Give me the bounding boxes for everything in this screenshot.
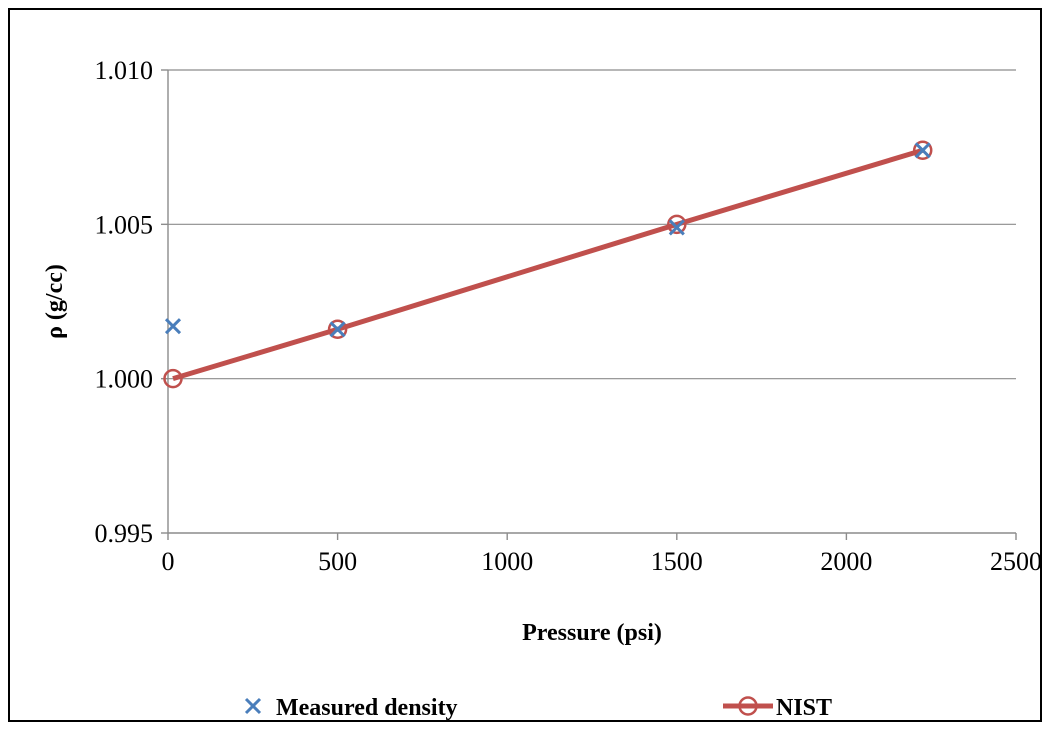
x-tick-label-2: 1000 <box>481 547 533 576</box>
y-tick-label-0: 0.995 <box>95 519 154 548</box>
gridlines <box>168 69 1016 380</box>
nist-point-3 <box>912 140 933 161</box>
measured-density-point-0 <box>164 318 182 335</box>
legend: Measured density NIST <box>244 695 832 721</box>
chart-frame <box>8 8 1042 722</box>
legend-label-measured-density: Measured density <box>276 695 458 721</box>
x-tick-label-5: 2500 <box>990 547 1042 576</box>
x-marker-stroke-b <box>914 142 931 159</box>
y-tick-label-1: 1.000 <box>95 365 154 394</box>
x-axis-title: Pressure (psi) <box>522 620 662 646</box>
legend-label-nist: NIST <box>776 695 832 721</box>
y-axis-title: ρ (g/cc) <box>42 264 68 339</box>
axes <box>161 69 1017 540</box>
measured-density-point-3 <box>914 142 931 159</box>
x-tick-label-0: 0 <box>162 547 175 576</box>
legend-marker-measured-density <box>244 697 262 715</box>
legend-circle-symbol <box>738 696 758 716</box>
x-tick-label-3: 1500 <box>651 547 703 576</box>
x-tick-label-4: 2000 <box>820 547 872 576</box>
y-tick-label-2: 1.005 <box>95 210 154 239</box>
x-marker-stroke-b <box>668 219 685 236</box>
nist-point-1 <box>327 319 348 340</box>
nist-point-2 <box>667 214 687 235</box>
measured-density-point-2 <box>668 219 685 236</box>
x-tick-label-1: 500 <box>318 547 357 576</box>
y-tick-label-3: 1.010 <box>95 56 154 85</box>
measured-density-point-1 <box>329 321 346 338</box>
legend-marker-nist <box>723 696 773 716</box>
tick-labels: 0.995 1.000 1.005 1.010 0 500 1000 1500 2000 2500 <box>95 56 1043 576</box>
data-series <box>163 140 933 389</box>
x-marker-stroke-b <box>244 697 262 715</box>
nist-series-line <box>172 147 924 382</box>
x-marker-stroke-b <box>329 321 346 338</box>
nist-point-0 <box>163 368 183 389</box>
x-marker-stroke-b <box>164 318 182 335</box>
legend-x-symbol <box>244 697 262 715</box>
